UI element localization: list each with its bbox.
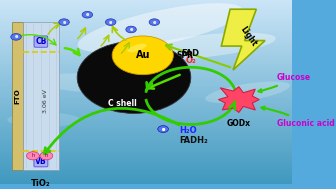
Text: GODx: GODx — [227, 119, 251, 128]
Text: CB: CB — [35, 37, 47, 46]
Circle shape — [158, 126, 168, 132]
Text: e: e — [161, 127, 165, 132]
Text: Gluconic acid: Gluconic acid — [261, 107, 334, 128]
Text: h: h — [45, 153, 48, 158]
Text: SPR: SPR — [176, 51, 193, 60]
Circle shape — [149, 19, 160, 26]
Circle shape — [11, 34, 21, 40]
Polygon shape — [218, 87, 259, 112]
Text: e: e — [161, 127, 165, 132]
Text: VB: VB — [35, 157, 47, 166]
Circle shape — [40, 152, 53, 160]
Text: 3.06 eV: 3.06 eV — [43, 89, 48, 113]
Ellipse shape — [7, 112, 80, 127]
Circle shape — [27, 152, 39, 160]
Text: FADH₂: FADH₂ — [179, 136, 208, 145]
Text: e: e — [153, 20, 156, 25]
Text: TiO₂: TiO₂ — [31, 179, 51, 188]
Polygon shape — [221, 9, 265, 70]
Text: Au: Au — [135, 50, 150, 60]
Circle shape — [112, 36, 173, 75]
Text: e: e — [86, 12, 89, 17]
Text: e: e — [62, 20, 66, 25]
Text: e: e — [129, 27, 133, 32]
Text: FAD: FAD — [182, 49, 200, 58]
Text: e: e — [14, 34, 18, 39]
Circle shape — [126, 26, 136, 33]
Text: Light: Light — [238, 25, 258, 49]
Circle shape — [82, 11, 93, 18]
Text: h: h — [31, 153, 35, 158]
Circle shape — [59, 19, 69, 26]
Text: H₂O: H₂O — [179, 126, 197, 135]
Bar — [23, 22, 59, 170]
Text: e: e — [109, 20, 112, 25]
Ellipse shape — [127, 44, 146, 52]
Circle shape — [77, 41, 191, 113]
Circle shape — [106, 19, 116, 26]
Ellipse shape — [132, 33, 276, 60]
Ellipse shape — [78, 3, 243, 52]
Bar — [12, 22, 23, 170]
Text: Glucose: Glucose — [258, 73, 311, 92]
Text: FTO: FTO — [14, 88, 20, 104]
Circle shape — [158, 126, 168, 132]
Text: C shell: C shell — [108, 99, 137, 108]
Ellipse shape — [37, 73, 138, 93]
Text: O₂: O₂ — [185, 57, 196, 65]
Ellipse shape — [205, 81, 290, 103]
